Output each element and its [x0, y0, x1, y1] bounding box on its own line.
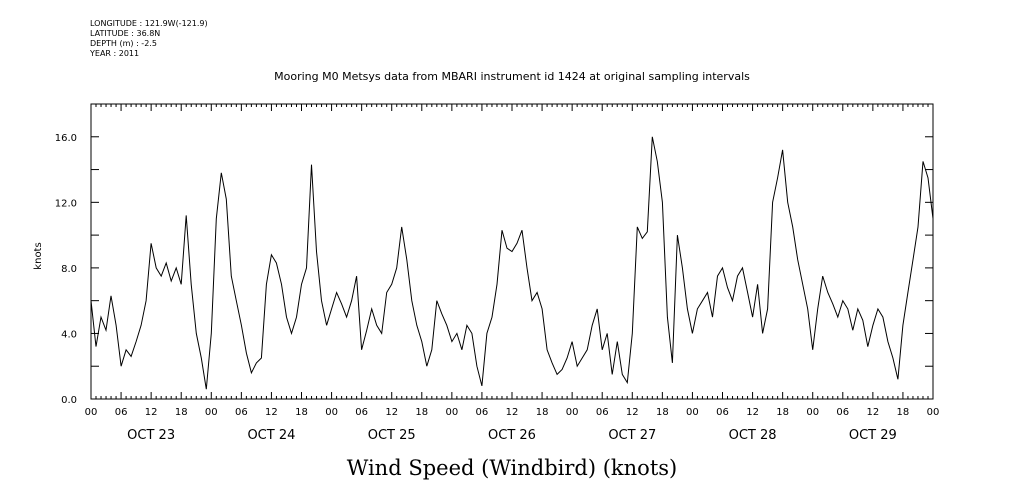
y-tick-label: 8.0 [61, 264, 77, 275]
x-tick-label: 00 [927, 407, 940, 418]
x-tick-label: 12 [265, 407, 278, 418]
depth-label: DEPTH (m) : -2.5 [90, 39, 157, 48]
y-tick-label: 12.0 [55, 198, 77, 209]
y-tick-label: 0.0 [61, 395, 77, 406]
x-tick-label: 00 [205, 407, 218, 418]
labels-layer: 00 06 12 18 00 06 12 18 00 06 12 18 00 06 12 18 00 06 12 18… [55, 133, 940, 443]
x-tick-label: 06 [476, 407, 489, 418]
x-tick-label: 06 [115, 407, 128, 418]
x-tick-label: 18 [295, 407, 308, 418]
x-tick-label: 12 [746, 407, 759, 418]
y-tick-label: 16.0 [55, 133, 77, 144]
longitude-label: LONGITUDE : 121.9W(-121.9) [90, 19, 208, 28]
x-tick-label: 18 [536, 407, 549, 418]
x-tick-label: 06 [716, 407, 729, 418]
x-day-label: OCT 24 [247, 428, 295, 443]
x-day-label: OCT 25 [368, 428, 416, 443]
chart-title: Mooring M0 Metsys data from MBARI instru… [274, 70, 750, 83]
x-tick-label: 00 [566, 407, 579, 418]
x-axis-label: Wind Speed (Windbird) (knots) [347, 456, 677, 480]
x-tick-label: 06 [355, 407, 368, 418]
x-tick-label: 00 [445, 407, 458, 418]
wind-speed-series-line [90, 136, 934, 390]
x-tick-label: 12 [866, 407, 879, 418]
x-day-label: OCT 27 [608, 428, 656, 443]
x-tick-label: 18 [656, 407, 669, 418]
x-tick-label: 06 [596, 407, 609, 418]
x-tick-label: 00 [686, 407, 699, 418]
x-tick-label: 18 [415, 407, 428, 418]
x-tick-label: 00 [806, 407, 819, 418]
metadata-block: LONGITUDE : 121.9W(-121.9) LATITUDE : 36… [90, 19, 208, 59]
y-tick-label: 4.0 [61, 329, 77, 340]
x-tick-label: 18 [776, 407, 789, 418]
x-day-label: OCT 26 [488, 428, 536, 443]
ticks-layer [90, 103, 934, 400]
x-day-label: OCT 29 [849, 428, 897, 443]
x-day-label: OCT 23 [127, 428, 175, 443]
x-tick-label: 06 [235, 407, 248, 418]
x-tick-label: 12 [385, 407, 398, 418]
x-day-label: OCT 28 [729, 428, 777, 443]
x-tick-label: 18 [175, 407, 188, 418]
x-tick-label: 00 [85, 407, 98, 418]
x-tick-label: 12 [145, 407, 158, 418]
x-tick-label: 06 [836, 407, 849, 418]
x-tick-label: 12 [506, 407, 519, 418]
x-tick-label: 12 [626, 407, 639, 418]
x-tick-label: 00 [325, 407, 338, 418]
x-tick-label: 18 [897, 407, 910, 418]
year-label: YEAR : 2011 [90, 49, 140, 58]
latitude-label: LATITUDE : 36.8N [90, 29, 161, 38]
y-axis-label: knots [33, 242, 44, 269]
